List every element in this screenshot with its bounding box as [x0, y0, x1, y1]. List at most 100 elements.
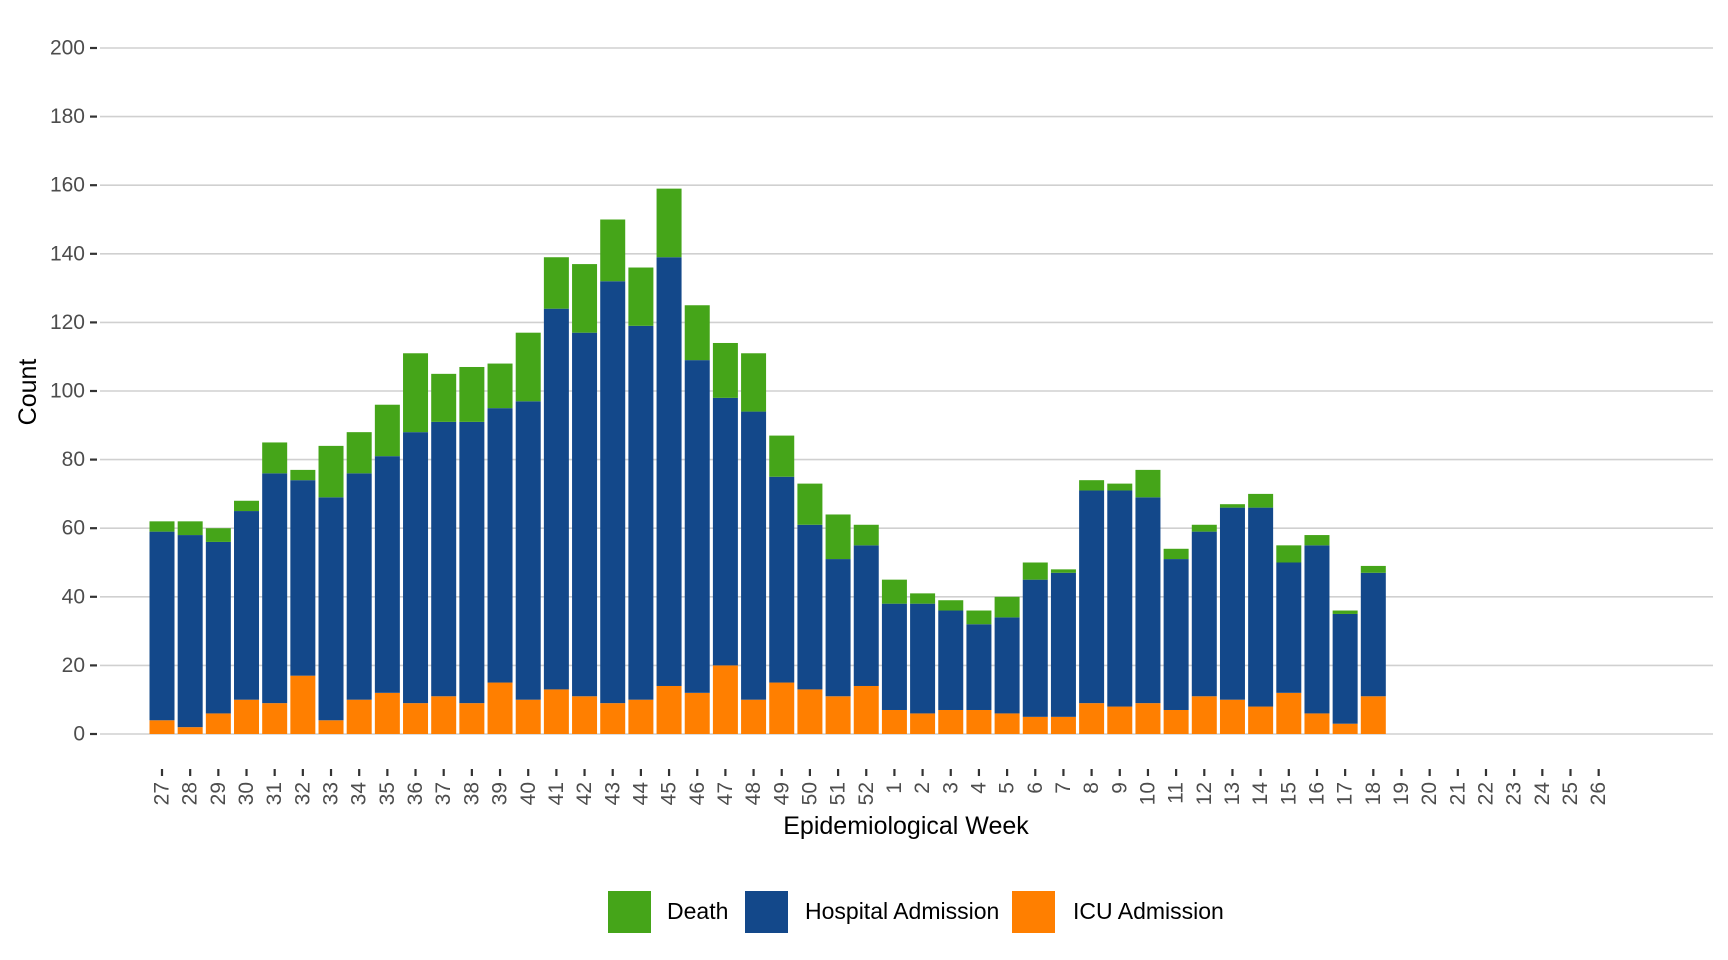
bar-hospital-admission [741, 411, 767, 700]
x-tick-label: 13 [1221, 782, 1244, 805]
bar-death [1304, 535, 1330, 546]
y-tick-label: 180 [50, 105, 85, 128]
bar-hospital-admission [1248, 507, 1274, 707]
bar-death [910, 593, 936, 604]
bar-icu-admission [487, 682, 513, 734]
bar-icu-admission [290, 675, 316, 734]
bar-icu-admission [1050, 716, 1076, 734]
bar-icu-admission [318, 720, 344, 734]
bar-death [1050, 569, 1076, 573]
x-tick-label: 4 [967, 782, 990, 794]
x-tick-label: 11 [1165, 782, 1188, 804]
bar-death [797, 483, 823, 525]
bar-hospital-admission [1360, 572, 1386, 697]
bar-icu-admission [994, 713, 1020, 734]
y-tick-label: 120 [50, 311, 85, 334]
bar-icu-admission [431, 696, 457, 734]
x-tick-label: 51 [827, 782, 850, 805]
x-tick-label: 39 [489, 782, 512, 805]
x-tick-label: 14 [1249, 782, 1272, 806]
bar-icu-admission [825, 696, 851, 734]
bar-hospital-admission [290, 480, 316, 676]
y-tick-label: 60 [62, 517, 85, 540]
bar-icu-admission [543, 689, 569, 734]
bar-hospital-admission [853, 545, 879, 686]
bar-hospital-admission [1163, 559, 1189, 710]
y-tick-label: 160 [50, 174, 85, 197]
bar-icu-admission [938, 709, 964, 734]
bar-death [487, 363, 513, 409]
bar-death [881, 579, 907, 604]
bar-death [938, 600, 964, 611]
bar-death [290, 469, 316, 481]
bar-icu-admission [797, 689, 823, 734]
bar-hospital-admission [1191, 531, 1217, 697]
bar-hospital-admission [205, 541, 231, 714]
bar-death [1191, 524, 1217, 532]
legend-swatch-hospital-admission [745, 891, 788, 933]
bar-death [712, 342, 738, 398]
bar-hospital-admission [572, 332, 598, 697]
x-tick-label: 36 [404, 782, 427, 805]
bar-death [1248, 493, 1274, 508]
bar-icu-admission [1107, 706, 1133, 734]
x-tick-label: 18 [1362, 782, 1385, 805]
legend-swatch-death [608, 891, 651, 933]
x-tick-label: 19 [1390, 782, 1413, 805]
y-tick-label: 100 [50, 380, 85, 403]
x-tick-label: 38 [460, 782, 483, 805]
x-tick-label: 10 [1136, 782, 1159, 805]
x-tick-label: 47 [714, 782, 737, 805]
x-tick-label: 15 [1277, 782, 1300, 805]
x-tick-label: 7 [1052, 782, 1075, 794]
bar-hospital-admission [684, 360, 710, 693]
bar-hospital-admission [1079, 490, 1105, 704]
x-tick-label: 22 [1475, 782, 1498, 805]
bar-death [543, 257, 569, 309]
bar-death [205, 528, 231, 542]
bar-icu-admission [910, 713, 936, 734]
bar-death [628, 267, 654, 326]
bar-hospital-admission [938, 610, 964, 710]
bar-hospital-admission [487, 408, 513, 683]
bar-hospital-admission [628, 325, 654, 700]
bar-hospital-admission [403, 432, 429, 704]
y-axis: 0 20 40 60 80 100 120 140 160 180 200 [50, 37, 97, 746]
x-tick-label: 33 [320, 782, 343, 805]
bar-hospital-admission [1276, 562, 1302, 693]
bar-hospital-admission [234, 511, 260, 700]
x-tick-label: 6 [1024, 782, 1047, 794]
x-tick-label: 50 [798, 782, 821, 805]
bar-death [318, 445, 344, 498]
legend-label-hospital-admission: Hospital Admission [805, 898, 999, 924]
bar-icu-admission [769, 682, 795, 734]
y-tick-label: 140 [50, 242, 85, 265]
x-tick-label: 34 [348, 782, 371, 806]
bar-hospital-admission [1135, 497, 1161, 704]
x-axis: 27 28 29 30 31 32 33 34 35 36 37 38 39 40 41 42 43 44 45 46… [151, 769, 1610, 806]
bar-icu-admission [572, 696, 598, 734]
x-tick-label: 43 [601, 782, 624, 805]
bar-hospital-admission [374, 456, 400, 693]
bar-icu-admission [1219, 699, 1245, 734]
bar-death [656, 188, 682, 258]
bar-icu-admission [1079, 703, 1105, 734]
x-tick-label: 5 [996, 782, 1019, 794]
bar-icu-admission [1191, 696, 1217, 734]
bar-hospital-admission [262, 473, 288, 704]
x-tick-label: 29 [207, 782, 230, 805]
bar-hospital-admission [346, 473, 372, 700]
bar-death [1219, 504, 1245, 508]
bar-icu-admission [149, 720, 175, 734]
x-tick-label: 37 [432, 782, 455, 805]
bar-hospital-admission [769, 476, 795, 683]
x-tick-label: 46 [686, 782, 709, 805]
bar-death [994, 596, 1020, 618]
bar-death [234, 500, 260, 512]
bar-hospital-admission [910, 603, 936, 714]
bar-icu-admission [600, 703, 626, 734]
bar-death [1135, 469, 1161, 498]
bar-death [403, 353, 429, 433]
bar-hospital-admission [177, 535, 203, 728]
y-tick-label: 40 [62, 585, 85, 608]
